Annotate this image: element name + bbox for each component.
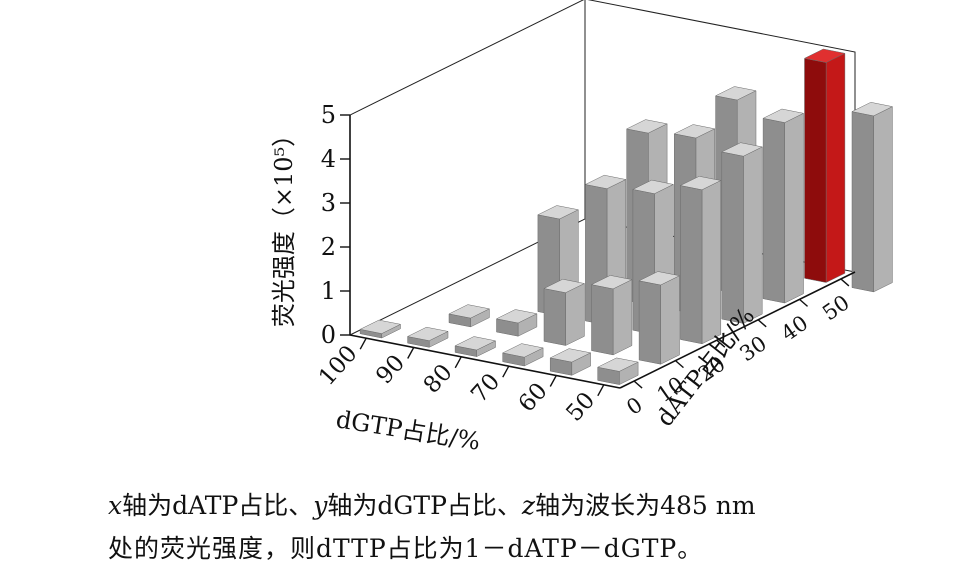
x-tick bbox=[840, 278, 850, 287]
bar-front-face bbox=[743, 146, 763, 324]
y-tick bbox=[502, 365, 510, 378]
bar-top-face bbox=[584, 174, 627, 189]
x-tick bbox=[716, 339, 726, 348]
bar-top-face bbox=[803, 48, 846, 63]
z-tick-label: 4 bbox=[321, 145, 336, 173]
y-axis-label: dGTP占比/% bbox=[334, 405, 482, 455]
bar-front-face bbox=[701, 180, 722, 345]
bar-front-face bbox=[660, 275, 680, 365]
z-tick-label: 3 bbox=[321, 189, 336, 217]
bar bbox=[638, 271, 681, 365]
bar bbox=[596, 357, 639, 386]
bar-left-face bbox=[721, 151, 744, 324]
bar-top-face bbox=[454, 336, 497, 351]
bar-top-face bbox=[762, 108, 805, 123]
caption-line-1: x轴为dATP占比、y轴为dGTP占比、z轴为波长为485 nm bbox=[108, 493, 948, 518]
x-tick bbox=[633, 380, 643, 389]
bar bbox=[406, 326, 449, 348]
y-axis-line bbox=[349, 334, 621, 389]
y-tick bbox=[597, 384, 605, 397]
bar-top-face bbox=[673, 124, 716, 139]
y-tick-label: 50 bbox=[561, 387, 600, 426]
bar bbox=[501, 343, 544, 367]
caption-segment: y bbox=[313, 491, 328, 520]
bar-left-face bbox=[543, 288, 566, 346]
z-tick-label: 1 bbox=[321, 277, 336, 305]
bar bbox=[679, 176, 722, 345]
x-tick bbox=[799, 298, 809, 307]
bar-top-face bbox=[638, 271, 681, 286]
bar-left-face bbox=[638, 280, 661, 365]
bar-left-face bbox=[804, 57, 827, 283]
z-tick-label: 2 bbox=[321, 233, 336, 261]
bar bbox=[851, 102, 894, 293]
x-tick-label: 0 bbox=[622, 392, 647, 419]
bar-front-face bbox=[825, 52, 846, 283]
bar-top-face bbox=[632, 179, 675, 194]
caption-segment: x bbox=[108, 491, 123, 520]
bar-top-face bbox=[406, 326, 449, 341]
bar-top-face bbox=[537, 205, 580, 220]
y-tick-label: 70 bbox=[466, 369, 505, 408]
y-tick-label: 90 bbox=[371, 350, 410, 389]
bar bbox=[549, 348, 592, 376]
bar-left-face bbox=[591, 284, 614, 356]
caption-line-2: 处的荧光强度，则dTTP占比为1－dATP－dGTP。 bbox=[108, 534, 704, 563]
bar-front-face bbox=[565, 283, 585, 346]
bar-top-face bbox=[721, 142, 763, 157]
caption-segment: z bbox=[521, 491, 536, 520]
x-tick-label: 50 bbox=[818, 290, 854, 325]
bar-top-face bbox=[596, 357, 639, 372]
x-axis-line bbox=[619, 271, 856, 389]
bar-top-face bbox=[625, 119, 668, 134]
caption-segment: 轴为dGTP占比、 bbox=[327, 491, 522, 520]
bar-top-face bbox=[359, 319, 402, 334]
bar bbox=[762, 108, 805, 304]
x-tick bbox=[757, 319, 767, 328]
bar-top-face bbox=[851, 102, 894, 117]
bar bbox=[590, 275, 633, 356]
bar-front-face bbox=[873, 106, 893, 293]
bar-top-face bbox=[714, 86, 757, 101]
bar bbox=[454, 336, 497, 358]
bar-top-face bbox=[549, 348, 592, 363]
bars bbox=[359, 48, 894, 386]
bar-top-face bbox=[495, 309, 538, 324]
bar bbox=[448, 304, 491, 328]
bar-left-face bbox=[851, 111, 874, 293]
y-tick-label: 60 bbox=[514, 378, 553, 417]
bar bbox=[721, 142, 763, 324]
bar-left-face bbox=[680, 185, 703, 345]
caption-segment: 轴为波长为485 nm bbox=[535, 491, 756, 520]
y-tick bbox=[359, 337, 367, 350]
bar-top-face bbox=[448, 304, 491, 319]
x-tick bbox=[674, 360, 684, 369]
bar bbox=[495, 309, 538, 337]
y-tick bbox=[549, 375, 557, 387]
bar-highlight bbox=[803, 48, 846, 283]
z-tick-label: 5 bbox=[321, 101, 336, 129]
bar-top-face bbox=[543, 278, 586, 293]
bar-top-face bbox=[679, 176, 722, 191]
bar-top-face bbox=[590, 275, 633, 290]
bar-front-face bbox=[784, 112, 804, 304]
bar bbox=[543, 278, 586, 346]
x-tick-label: 40 bbox=[777, 311, 813, 346]
y-tick-label: 80 bbox=[419, 359, 458, 398]
bar-top-face bbox=[501, 343, 544, 358]
y-tick bbox=[454, 356, 462, 369]
bar-left-face bbox=[762, 117, 785, 304]
bar bbox=[359, 319, 402, 339]
y-tick bbox=[407, 347, 415, 359]
z-axis-label: 荧光强度（×10⁵） bbox=[270, 123, 298, 327]
caption-segment: 轴为dATP占比、 bbox=[122, 491, 314, 520]
z-tick-label: 0 bbox=[321, 321, 336, 349]
bar-front-face bbox=[612, 279, 633, 356]
